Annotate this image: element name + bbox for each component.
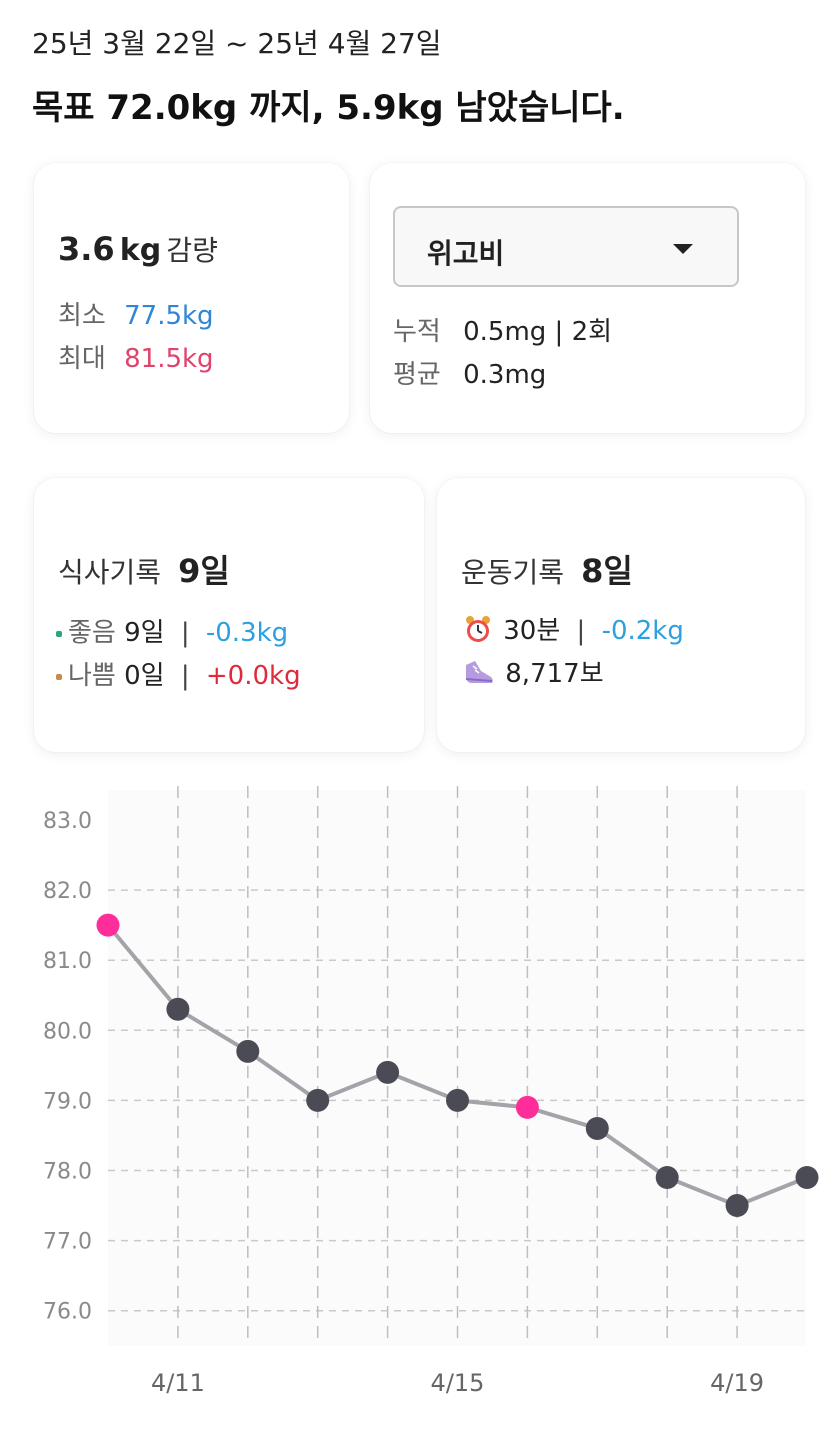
- data-point[interactable]: [446, 1088, 469, 1112]
- cumulative-label: 누적: [393, 317, 441, 347]
- meal-good-change: -0.3kg: [205, 618, 289, 648]
- cumulative-value: 0.5mg | 2회: [463, 317, 613, 347]
- data-point[interactable]: [655, 1166, 679, 1190]
- data-point[interactable]: [585, 1116, 609, 1140]
- average-value: 0.3mg: [463, 360, 547, 390]
- exercise-time-row: 30분 | -0.2kg: [463, 610, 684, 647]
- y-tick-label: 81.0: [43, 949, 92, 974]
- meal-record-days: 9일: [178, 552, 230, 590]
- max-weight-label: 최대: [58, 344, 106, 374]
- data-point[interactable]: [725, 1194, 749, 1218]
- medication-card: 위고비 누적 0.5mg | 2회 평균 0.3mg: [370, 163, 805, 433]
- data-point[interactable]: [795, 1166, 819, 1190]
- divider: |: [180, 618, 190, 648]
- weight-change-value: 3.6: [58, 230, 115, 268]
- min-weight-row: 최소 77.5kg: [58, 295, 214, 332]
- weight-line-chart: 83.082.081.080.079.078.077.076.0 4/11 4/1…: [43, 786, 819, 1397]
- min-weight-label: 최소: [58, 301, 106, 331]
- average-dose-row: 평균 0.3mg: [393, 354, 546, 391]
- y-tick-label: 77.0: [43, 1230, 92, 1255]
- exercise-time: 30분: [503, 616, 561, 646]
- highlight-point[interactable]: [515, 1095, 539, 1119]
- divider: |: [180, 661, 190, 691]
- meal-good-row: 좋음 9일 | -0.3kg: [56, 612, 288, 649]
- meal-bad-label: 나쁨: [68, 661, 116, 691]
- y-tick-label: 76.0: [43, 1300, 92, 1325]
- bad-meal-icon: [56, 673, 62, 680]
- exercise-steps: 8,717보: [505, 659, 604, 689]
- x-tick-label: 4/11: [151, 1369, 205, 1397]
- date-range: 25년 3월 22일 ~ 25년 4월 27일: [32, 27, 442, 60]
- sneaker-icon: [465, 661, 493, 683]
- meal-good-days: 9일: [124, 618, 165, 648]
- exercise-time-change: -0.2kg: [601, 616, 684, 646]
- max-weight-value: 81.5kg: [124, 344, 214, 374]
- cumulative-dose-row: 누적 0.5mg | 2회: [393, 311, 612, 348]
- meal-bad-change: +0.0kg: [205, 661, 301, 691]
- caret-down-icon: [673, 244, 693, 254]
- weight-change-summary: 3.6 kg 감량: [58, 229, 218, 269]
- chart-grid: [108, 786, 806, 1342]
- weight-change-label: 감량: [166, 234, 218, 267]
- medication-select[interactable]: 위고비: [393, 206, 739, 287]
- meal-record-card[interactable]: 식사기록 9일 좋음 9일 | -0.3kg 나쁨 0일 | +0.0kg: [34, 478, 424, 752]
- exercise-record-days: 8일: [581, 552, 633, 590]
- y-axis: 83.0 82.0 81.0 80.0 79.0 78.0 77.0 76.0: [43, 809, 92, 1325]
- highlight-point[interactable]: [96, 913, 120, 937]
- data-point[interactable]: [236, 1039, 260, 1063]
- x-tick-label: 4/19: [710, 1369, 764, 1397]
- weight-change-card: 3.6 kg 감량 최소 77.5kg 최대 81.5kg: [34, 163, 349, 433]
- meal-good-label: 좋음: [68, 618, 116, 648]
- data-point[interactable]: [306, 1088, 330, 1112]
- good-meal-icon: [56, 630, 62, 637]
- y-tick-label: 82.0: [43, 879, 92, 904]
- average-label: 평균: [393, 360, 441, 390]
- y-tick-label: 79.0: [43, 1089, 92, 1114]
- y-tick-label: 83.0: [43, 809, 92, 834]
- weight-points: [96, 913, 819, 1218]
- data-point[interactable]: [376, 1060, 400, 1084]
- exercise-record-card[interactable]: 운동기록 8일 30분 | -0.2kg 8,717보: [437, 478, 805, 752]
- meal-bad-days: 0일: [124, 661, 165, 691]
- medication-select-value: 위고비: [427, 237, 505, 270]
- meal-record-label: 식사기록: [58, 556, 162, 589]
- data-point[interactable]: [166, 997, 190, 1021]
- weight-change-unit: kg: [119, 233, 162, 268]
- x-axis: 4/11 4/15 4/19: [151, 1369, 764, 1397]
- divider: |: [576, 616, 586, 646]
- max-weight-row: 최대 81.5kg: [58, 338, 214, 375]
- meal-record-title: 식사기록 9일: [58, 546, 230, 592]
- meal-bad-row: 나쁨 0일 | +0.0kg: [56, 655, 301, 692]
- y-tick-label: 80.0: [43, 1019, 92, 1044]
- exercise-record-title: 운동기록 8일: [461, 546, 633, 592]
- goal-headline: 목표 72.0kg 까지, 5.9kg 남았습니다.: [32, 88, 625, 128]
- y-tick-label: 78.0: [43, 1160, 92, 1185]
- alarm-clock-icon: [466, 616, 490, 642]
- exercise-record-label: 운동기록: [461, 556, 565, 589]
- x-tick-label: 4/15: [431, 1369, 485, 1397]
- min-weight-value: 77.5kg: [124, 301, 214, 331]
- exercise-steps-row: 8,717보: [463, 653, 604, 690]
